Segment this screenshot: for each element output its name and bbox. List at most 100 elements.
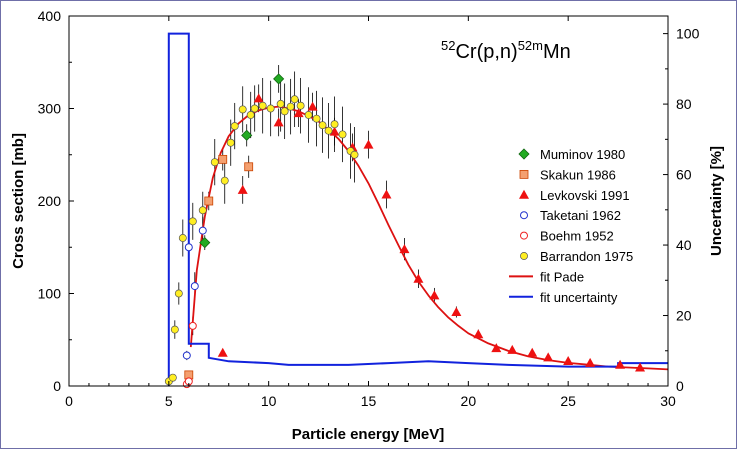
barrandon-1975-point (266, 104, 275, 113)
x-tick-label: 25 (560, 393, 576, 409)
x-tick-label: 10 (261, 393, 277, 409)
legend-swatch-taketani-1962 (520, 211, 528, 220)
barrandon-1975-point (178, 234, 187, 242)
barrandon-1975-point (174, 289, 183, 298)
barrandon-1975-point (230, 122, 239, 131)
barrandon-1975-point (304, 111, 313, 119)
legend-swatch-skakun-1986 (519, 169, 529, 179)
fit-pade-line (189, 105, 669, 371)
legend-label-fit-uncertainty: fit uncertainty (540, 290, 618, 305)
levkovski-1991-point (491, 343, 502, 353)
levkovski-1991-point (585, 357, 596, 367)
y-tick-label: 400 (38, 8, 62, 24)
y-axis-title: Cross section [mb] (10, 133, 27, 269)
barrandon-1975-point (170, 325, 179, 334)
barrandon-1975-point (296, 101, 305, 110)
barrandon-1975-point (258, 101, 267, 110)
muminov-1980-point (241, 129, 253, 141)
barrandon-1975-point (238, 105, 247, 114)
chart-title: 52Cr(p,n)52mMn (441, 38, 571, 63)
barrandon-1975-point (350, 150, 359, 159)
levkovski-1991-point (527, 347, 538, 357)
legend-label-taketani-1962: Taketani 1962 (540, 208, 621, 223)
skakun-1986-point (244, 162, 254, 172)
x-tick-label: 20 (461, 393, 477, 409)
y2-tick-label: 0 (676, 378, 684, 394)
legend-label-levkovski-1991: Levkovski 1991 (540, 188, 630, 203)
levkovski-1991-point (473, 329, 484, 339)
barrandon-1975-point (318, 121, 327, 130)
legend-swatch-levkovski-1991 (519, 189, 529, 199)
data-points (164, 73, 646, 389)
levkovski-1991-point (507, 344, 518, 354)
y-tick-label: 300 (38, 101, 62, 117)
levkovski-1991-point (217, 347, 228, 357)
barrandon-1975-point (198, 206, 207, 215)
levkovski-1991-point (329, 126, 340, 136)
x-tick-label: 15 (361, 393, 377, 409)
barrandon-1975-point (168, 373, 177, 382)
taketani-1962-point (190, 282, 199, 291)
levkovski-1991-point (543, 352, 554, 362)
y2-tick-label: 20 (676, 308, 692, 324)
taketani-1962-point (198, 226, 207, 235)
levkovski-1991-point (253, 93, 264, 103)
legend-label-barrandon-1975: Barrandon 1975 (540, 249, 633, 264)
title-main: Cr(p,n) (455, 41, 517, 63)
legend-label-skakun-1986: Skakun 1986 (540, 167, 616, 182)
y-tick-label: 100 (38, 286, 62, 302)
levkovski-1991-point (451, 307, 462, 316)
muminov-1980-point (273, 73, 285, 85)
legend-label-muminov-1980: Muminov 1980 (540, 147, 625, 162)
levkovski-1991-point (413, 273, 424, 283)
barrandon-1975-point (290, 95, 299, 104)
title-pre-sup: 52 (441, 38, 455, 53)
legend-swatch-boehm-1952 (520, 231, 528, 240)
barrandon-1975-point (246, 111, 255, 119)
legend: Muminov 1980 Skakun 1986 Levkovski 1991 Tak… (509, 147, 633, 305)
levkovski-1991-point (399, 244, 410, 254)
barrandon-1975-point (330, 120, 339, 129)
barrandon-1975-point (188, 217, 197, 226)
levkovski-1991-point (635, 362, 646, 372)
levkovski-1991-point (363, 139, 374, 149)
legend-label-fit-pade: fit Pade (540, 269, 584, 284)
y2-tick-label: 60 (676, 167, 692, 183)
levkovski-1991-point (429, 290, 440, 300)
levkovski-1991-point (307, 101, 318, 111)
x-axis-title: Particle energy [MeV] (292, 426, 445, 443)
fit-uncertainty-line (167, 32, 668, 386)
barrandon-1975-point (250, 104, 259, 113)
title-end: Mn (543, 41, 571, 63)
skakun-1986-point (218, 154, 228, 164)
barrandon-1975-point (210, 158, 219, 167)
levkovski-1991-point (237, 184, 248, 194)
levkovski-1991-point (293, 108, 304, 118)
levkovski-1991-point (615, 359, 626, 369)
x-tick-label: 0 (65, 393, 73, 409)
y2-axis-title: Uncertainty [%] (708, 146, 725, 256)
skakun-1986-point (204, 196, 214, 206)
y-tick-label: 200 (38, 193, 62, 209)
taketani-1962-point (184, 243, 193, 252)
x-tick-label: 30 (660, 393, 676, 409)
boehm-1952-point (188, 321, 197, 330)
title-mid-sup: 52m (518, 38, 543, 53)
y-tick-label: 0 (53, 378, 61, 394)
legend-label-boehm-1952: Boehm 1952 (540, 229, 614, 244)
legend-swatch-barrandon-1975 (520, 252, 528, 260)
barrandon-1975-point (286, 102, 295, 111)
barrandon-1975-point (312, 114, 321, 123)
muminov-1980-point (199, 237, 211, 249)
barrandon-1975-point (280, 107, 289, 116)
y2-tick-label: 80 (676, 96, 692, 112)
barrandon-1975-point (226, 138, 235, 147)
levkovski-1991-point (273, 117, 284, 127)
barrandon-1975-point (338, 130, 347, 139)
barrandon-1975-point (276, 99, 285, 108)
legend-swatch-muminov-1980 (518, 148, 530, 160)
barrandon-1975-point (220, 176, 229, 185)
